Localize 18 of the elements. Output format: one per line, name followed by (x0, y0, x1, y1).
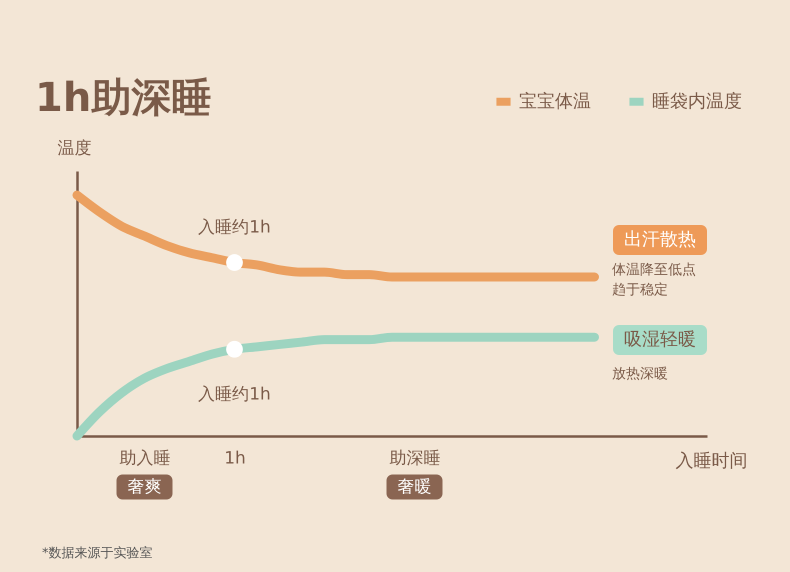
annotation: 趋于稳定 (612, 282, 668, 298)
annotation: 入睡约1h (198, 384, 271, 404)
text: 奢暖 (398, 477, 432, 497)
x-axis-title: 入睡时间 (676, 450, 748, 472)
chart-title: 1h助深睡 (35, 75, 212, 121)
legend-label: 宝宝体温 (519, 90, 591, 112)
annotation: 吸湿轻暖 (624, 329, 696, 350)
text: 奢爽 (128, 477, 162, 497)
text: *数据来源于实验室 (42, 545, 152, 561)
x-tick-label: 助入睡 (120, 448, 170, 468)
annotation: 出汗散热 (624, 229, 696, 250)
legend-label: 睡袋内温度 (652, 90, 742, 112)
y-axis-title: 温度 (58, 138, 92, 158)
x-tick-label: 1h (224, 448, 246, 468)
annotation: 体温降至低点 (612, 262, 696, 278)
annotation: 入睡约1h (198, 218, 271, 238)
x-tick-label: 助深睡 (390, 448, 440, 468)
annotation: 放热深暖 (612, 366, 668, 382)
